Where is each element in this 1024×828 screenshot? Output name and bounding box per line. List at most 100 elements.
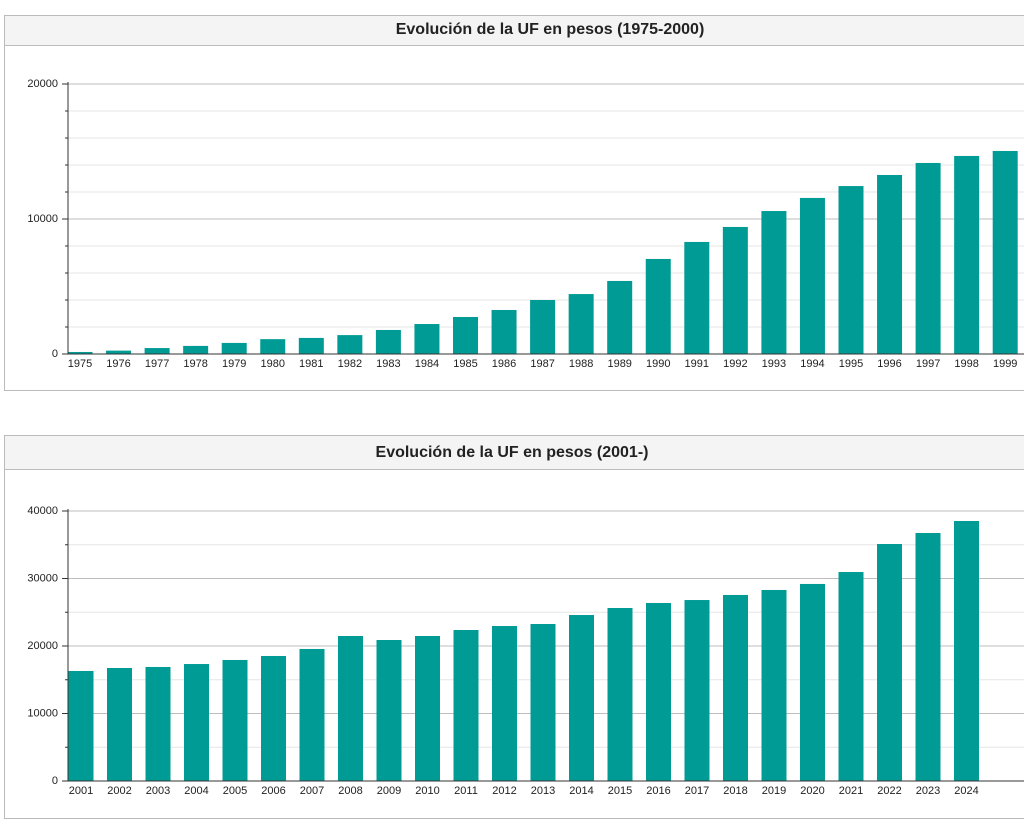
bar [646,603,671,781]
y-tick-label: 0 [52,348,58,360]
bar [761,211,787,354]
bar [838,572,864,781]
x-tick-label: 1990 [646,358,670,370]
y-tick-label: 0 [52,775,58,787]
x-tick-label: 1988 [569,358,593,370]
bar [106,350,132,354]
bar [838,186,864,354]
bar [338,636,363,781]
x-tick-label: 1991 [685,358,709,370]
bar [145,666,171,781]
bar [337,335,363,354]
y-tick-label: 40000 [27,505,58,517]
bar [568,294,594,354]
x-tick-label: 1999 [993,358,1017,370]
bar [376,639,402,781]
bar [645,258,671,354]
bar [453,630,479,781]
x-tick-label: 2004 [184,785,208,797]
x-tick-label: 2021 [839,785,863,797]
x-tick-label: 2016 [646,785,670,797]
bar [877,174,903,354]
x-tick-label: 2019 [762,785,786,797]
bar [298,337,324,354]
x-tick-label: 1989 [607,358,631,370]
y-tick-label: 30000 [27,572,58,584]
x-tick-label: 2008 [338,785,362,797]
x-tick-label: 1996 [877,358,901,370]
bar [877,544,902,781]
x-tick-label: 2014 [569,785,593,797]
bar [260,339,286,354]
x-tick-label: 2003 [146,785,170,797]
bar [722,226,748,354]
bar [375,329,401,354]
x-tick-label: 1984 [415,358,439,370]
x-tick-label: 2005 [223,785,247,797]
bar [184,664,209,781]
y-tick-label: 10000 [27,213,58,225]
x-tick-label: 2023 [916,785,940,797]
chart-title: Evolución de la UF en pesos (1975-2000) [396,21,705,38]
bar [299,648,325,781]
y-tick-label: 20000 [27,78,58,90]
bar [144,348,170,354]
x-tick-label: 1980 [261,358,285,370]
x-tick-label: 2009 [377,785,401,797]
y-tick-label: 20000 [27,640,58,652]
x-tick-label: 1998 [954,358,978,370]
bar [107,668,132,781]
bar [954,520,979,781]
bar [607,280,633,354]
x-tick-label: 1994 [800,358,824,370]
x-tick-label: 1978 [183,358,207,370]
x-tick-label: 2013 [531,785,555,797]
x-tick-label: 2010 [415,785,439,797]
bar [799,197,825,354]
x-tick-label: 1981 [299,358,323,370]
bar [992,150,1018,354]
bar [492,626,517,781]
bar [453,317,478,354]
bar [261,655,286,781]
x-tick-label: 2006 [261,785,285,797]
x-tick-label: 2020 [800,785,824,797]
x-tick-label: 1982 [338,358,362,370]
bar [684,600,710,781]
bar [183,345,209,354]
chart-title: Evolución de la UF en pesos (2001-) [376,444,649,461]
x-tick-label: 2015 [608,785,632,797]
x-tick-label: 2017 [685,785,709,797]
x-tick-label: 1975 [68,358,92,370]
x-tick-label: 1985 [453,358,477,370]
bar [723,594,748,781]
bar [915,162,941,354]
x-tick-label: 2018 [723,785,747,797]
bar [530,623,556,781]
x-tick-label: 1976 [106,358,130,370]
x-tick-label: 2007 [300,785,324,797]
x-tick-label: 1979 [222,358,246,370]
x-tick-label: 1992 [723,358,747,370]
y-tick-label: 10000 [27,707,58,719]
x-tick-label: 1977 [145,358,169,370]
bar [761,589,787,781]
bar [530,300,556,354]
bar [607,607,633,781]
x-tick-label: 2012 [492,785,516,797]
x-tick-label: 2024 [954,785,978,797]
bar [915,533,941,781]
bar [800,583,825,781]
x-tick-label: 1983 [376,358,400,370]
bar [415,636,440,781]
bar [491,309,517,354]
panel-header [4,15,1024,46]
x-tick-label: 2002 [107,785,131,797]
x-tick-label: 1993 [762,358,786,370]
bar [414,324,440,354]
bar [569,615,594,781]
bar [68,670,94,781]
bar [221,342,247,354]
